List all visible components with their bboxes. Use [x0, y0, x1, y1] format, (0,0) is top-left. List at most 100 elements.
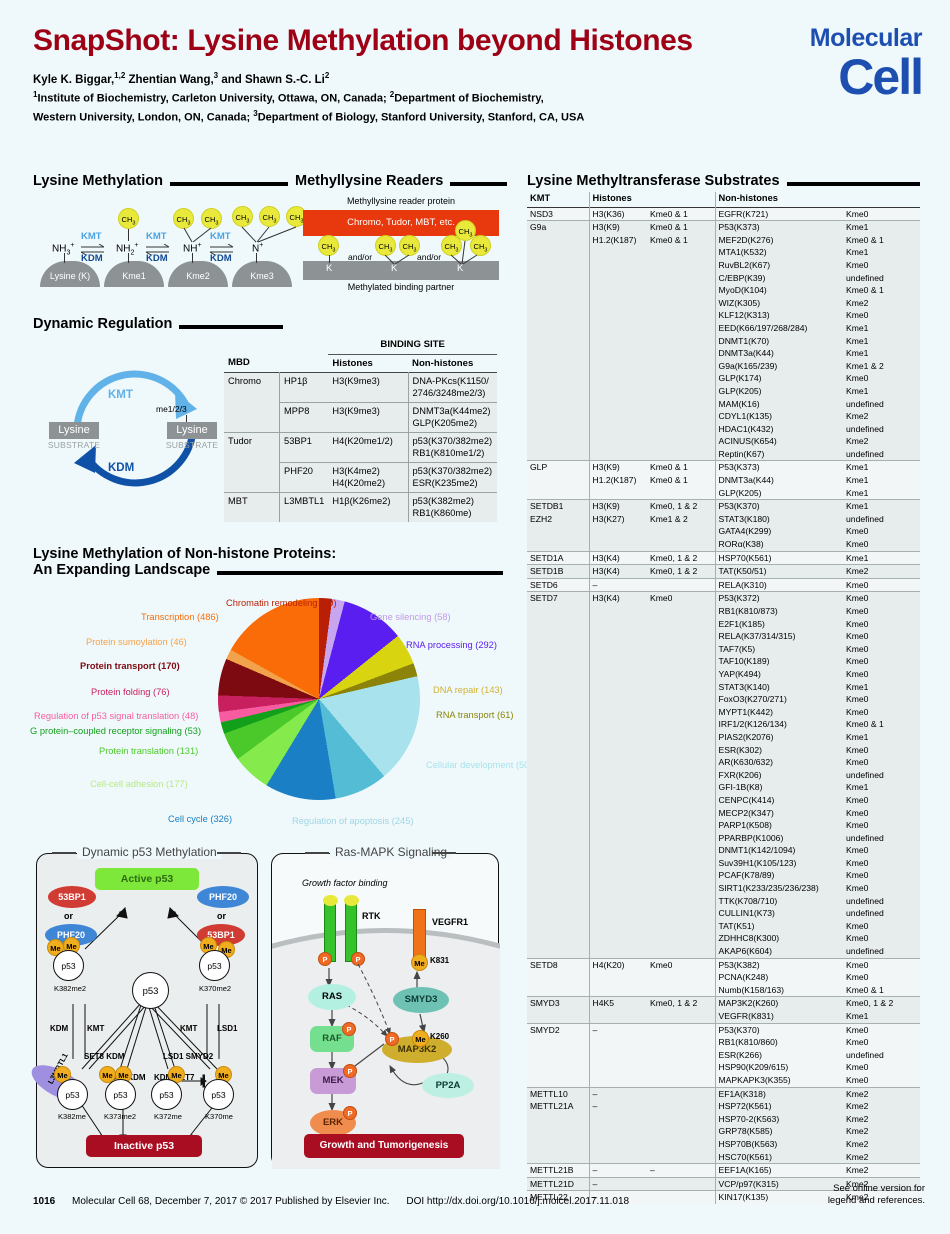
histone-site	[588, 334, 647, 348]
histone-site	[588, 447, 647, 461]
histone-kme	[647, 525, 715, 538]
kmt-name	[527, 1125, 589, 1138]
table-row: VEGFR(K831) Kme1	[527, 1010, 921, 1024]
kmt-name	[527, 1113, 589, 1126]
p53-methylation-panel: Dynamic p53 Methylation	[26, 845, 258, 1168]
col-histones: Histones	[332, 357, 373, 369]
histone-site	[588, 359, 647, 373]
pie-label-rna-transport: RNA transport (61)	[436, 710, 514, 720]
histone-kme	[647, 618, 715, 631]
methyl-group-icon: CH3	[118, 208, 139, 229]
p53-panel-title: Dynamic p53 Methylation	[77, 845, 222, 859]
histone-site	[588, 642, 647, 656]
methyl-group-icon: CH3	[455, 220, 476, 241]
table-row: METTL21A – HSP72(K561) Kme2	[527, 1100, 921, 1113]
histone-site	[588, 882, 647, 895]
nonhistone-kme: Kme0	[846, 526, 869, 537]
bond	[128, 229, 129, 241]
kmt-name	[527, 643, 589, 656]
lysine-k-label: K	[326, 263, 333, 274]
nonhistone-substrate: TAF10(K189)	[714, 655, 844, 668]
table-row: RuvBL2(K67) Kme0	[527, 258, 921, 272]
table-row: PPARBP(K1006) undefined	[527, 831, 921, 845]
histone-site	[588, 384, 647, 398]
table-row: TAT(K51) Kme0	[527, 919, 921, 933]
nonhistone-kme: Kme0	[846, 883, 869, 894]
dynamic-regulation-diagram: Lysine SUBSTRATE Lysine SUBSTRATE me1/2/…	[45, 345, 225, 510]
nonhistone-substrate: PCAF(K78/89)	[714, 869, 844, 883]
histone-site	[588, 605, 647, 618]
kmt-name	[527, 655, 589, 668]
pie-label-cell-cycle: Cell cycle (326)	[168, 814, 233, 824]
residue-kme1: Kme1	[104, 261, 164, 287]
histone-site	[588, 309, 647, 322]
nonhistone-substrate: RB1(K810/873)	[714, 605, 844, 618]
histone-site: H3(K4)	[588, 564, 647, 579]
histone-kme	[647, 360, 715, 373]
kmt-name: METTL21D	[527, 1176, 589, 1191]
nonhistone-substrate: TAT(K50/51)	[714, 564, 844, 579]
nonhistone-kme: undefined	[846, 1049, 884, 1060]
nonhistone-substrate: ACINUS(K654)	[714, 435, 844, 448]
kmt-name	[527, 487, 589, 500]
site-k373me2: K373me2	[103, 1112, 137, 1121]
nonhistone-kme: Kme1	[846, 487, 869, 498]
online-note: See online version for legend and refere…	[828, 1183, 925, 1207]
methyl-bonds	[183, 227, 212, 243]
nonhistone-substrate: FoxO3(K270/271)	[714, 693, 844, 706]
histone-site	[588, 1036, 647, 1049]
binding-partner-band	[303, 261, 499, 280]
pie-label-gpcr-signaling: G protein–coupled receptor signaling (53…	[30, 726, 202, 736]
nonhistone-kme: undefined	[846, 769, 884, 780]
histone-site: –	[588, 1100, 647, 1113]
methyl-group-icon: CH3	[232, 206, 253, 227]
histone-kme	[647, 668, 715, 681]
nonhistone-kme: Kme0	[843, 206, 921, 221]
kmt-name	[527, 309, 589, 322]
nonhistone-substrate: EEF1A(K165)	[714, 1163, 844, 1178]
inactive-p53-node: Inactive p53	[86, 1135, 202, 1157]
col-histones: Histones	[588, 192, 716, 208]
table-row: ESR(K266) undefined	[527, 1048, 921, 1062]
table-row: CULLIN1(K73) undefined	[527, 907, 921, 920]
table-row: RB1(K810/860) Kme0	[527, 1036, 921, 1049]
pie-label-gene-silencing: Gene silencing (58)	[370, 612, 451, 622]
kmt-name: SETD8	[527, 957, 589, 972]
histone-kme	[647, 1138, 715, 1151]
nonhistone-kme: undefined	[846, 448, 884, 459]
doi[interactable]: DOI http://dx.doi.org/10.1016/j.molcel.2…	[406, 1196, 630, 1207]
journal-logo: Molecular Cell	[810, 26, 924, 103]
nonhistone-substrate: Numb(K158/163)	[714, 983, 844, 997]
table-row: SETD6– RELA(K310) Kme0	[527, 577, 921, 592]
nonhistone-kme: Kme2	[843, 1176, 921, 1191]
nonhistone-kme: Kme1	[843, 460, 921, 475]
enzyme-kdm-label: KDM	[210, 253, 232, 264]
mbd-histone-site: H1β(K26me2)	[328, 492, 409, 522]
histone-kme	[647, 577, 716, 592]
p53-node: p53	[105, 1079, 136, 1110]
histone-site: H4(K20)	[588, 957, 647, 972]
nonhistone-substrate: P53(K372)	[714, 591, 844, 605]
kmt-name	[527, 681, 589, 694]
nonhistone-substrate: ZDHHC8(K300)	[714, 932, 844, 946]
nonhistone-kme: Kme1	[846, 475, 869, 486]
kmt-name	[527, 756, 589, 769]
substrate-label: Lysine	[49, 422, 99, 439]
histone-kme	[647, 1061, 715, 1074]
section-heading-kmt-substrates: Lysine Methyltransferase Substrates	[527, 173, 920, 190]
phospho-mark: P	[318, 952, 332, 966]
ligand-icon	[344, 895, 359, 906]
nonhistone-kme: undefined	[846, 908, 884, 919]
histone-kme	[647, 1010, 715, 1023]
histone-kme	[647, 971, 715, 984]
histone-site	[588, 1061, 647, 1074]
nonhistone-substrate: GFI-1B(K8)	[714, 781, 844, 794]
histone-kme: Kme0, 1 & 2	[647, 996, 716, 1010]
table-row: GRP78(K585) Kme2	[527, 1125, 921, 1138]
kmt-name	[527, 781, 589, 794]
table-row: METTL10– EF1A(K318) Kme2	[527, 1086, 921, 1101]
kmt-name	[527, 322, 589, 335]
pie-label-protein-sumoylation: Protein sumoylation (46)	[86, 637, 187, 647]
histone-kme	[647, 744, 715, 757]
kmt-name: GLP	[527, 460, 589, 475]
